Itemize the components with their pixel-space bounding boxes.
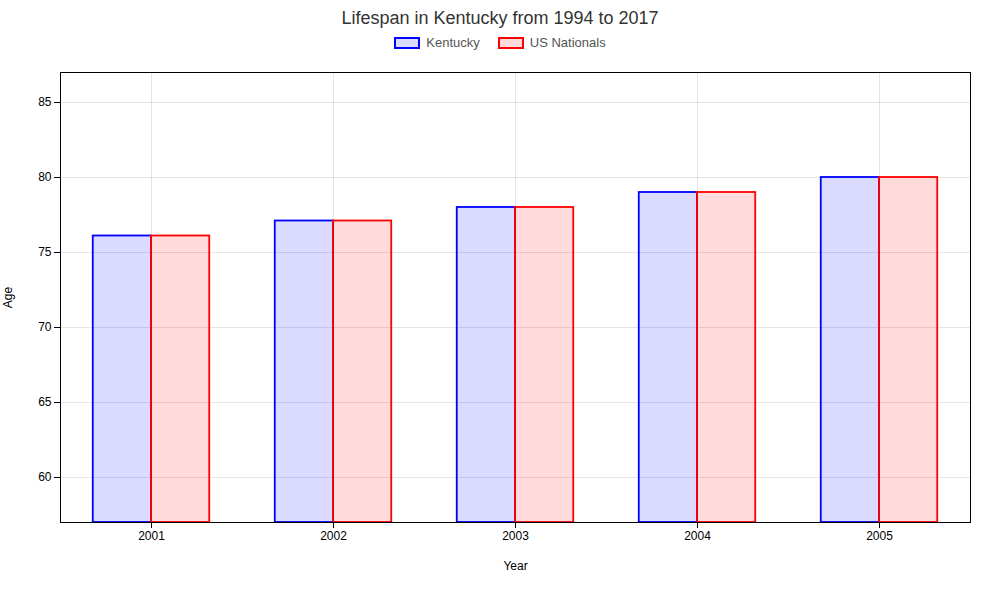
svg-text:65: 65	[38, 395, 52, 409]
svg-text:2004: 2004	[684, 529, 711, 543]
svg-text:85: 85	[38, 95, 52, 109]
svg-text:2002: 2002	[320, 529, 347, 543]
svg-text:75: 75	[38, 245, 52, 259]
html-text:Lifespan in Kentucky from 1994: Lifespan in Kentucky from 1994 to 2017	[341, 8, 659, 28]
svg-text:80: 80	[38, 170, 52, 184]
svg-text:Age: Age	[1, 287, 15, 309]
svg-text:2005: 2005	[866, 529, 893, 543]
svg-text:Year: Year	[503, 559, 527, 573]
svg-text:60: 60	[38, 470, 52, 484]
svg-text:70: 70	[38, 320, 52, 334]
html-text:US Nationals: US Nationals	[529, 35, 606, 50]
svg-text:2003: 2003	[502, 529, 529, 543]
html-text:Kentucky: Kentucky	[426, 35, 480, 50]
svg-text:2001: 2001	[138, 529, 165, 543]
